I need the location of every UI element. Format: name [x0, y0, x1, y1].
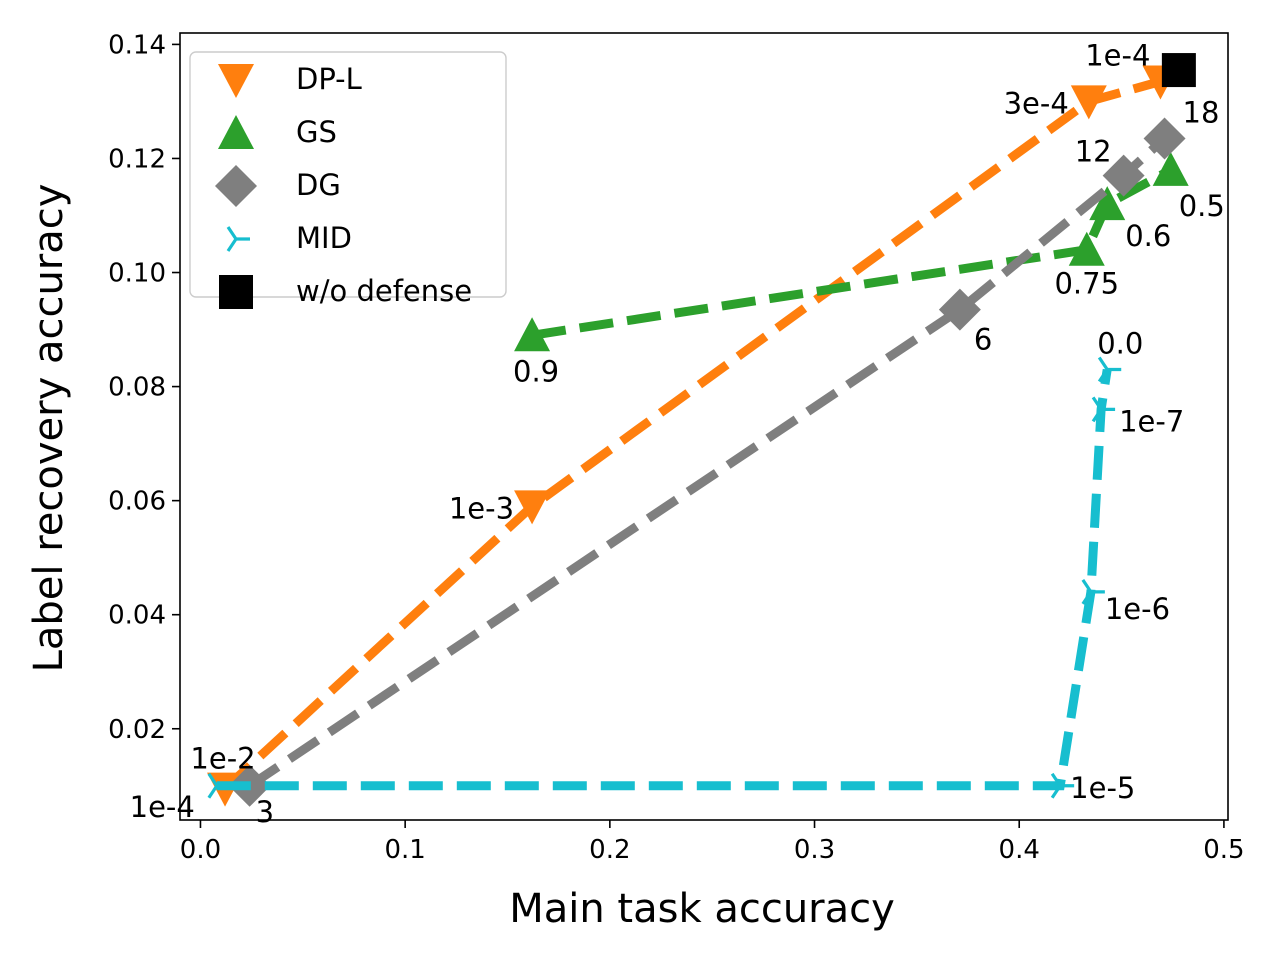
y-tick-label-0-04: 0.04 — [108, 601, 166, 631]
marker-dg-2 — [1102, 154, 1145, 197]
x-tick-label-0-3: 0.3 — [794, 835, 835, 865]
point-label-gs-0-6: 0.6 — [1125, 219, 1171, 253]
point-label-mid-0-0: 0.0 — [1097, 326, 1143, 360]
y-tick-label-0-14: 0.14 — [108, 30, 166, 60]
marker-gs-1 — [1068, 231, 1105, 266]
axis-layer: 0.0 0.1 0.2 0.3 0.4 0.50.020.040.060.080.100.… — [108, 30, 1244, 865]
x-tick-label-0-0: 0.0 — [180, 835, 221, 865]
marker-mid-3 — [1091, 396, 1116, 423]
y-tick-label-0-12: 0.12 — [108, 144, 166, 174]
point-label-layer: 1e-2 1e-3 3e-4 1e-4 0.9 0.750.60.5 3 6 12 18 1e-4 1… — [130, 38, 1225, 828]
series-gs — [514, 151, 1189, 352]
x-tick-label-0-1: 0.1 — [384, 835, 425, 865]
legend-frame — [189, 51, 507, 298]
marker-gs-3 — [1152, 151, 1189, 186]
point-label-mid-1e-6: 1e-6 — [1105, 592, 1170, 626]
legend-label-mid: MID — [296, 221, 352, 255]
point-label-dg-3: 3 — [256, 795, 274, 829]
legend-markers — [215, 64, 257, 309]
marker-mid-2 — [1081, 578, 1105, 605]
point-label-dg-6: 6 — [974, 323, 992, 357]
series-layer — [207, 53, 1196, 807]
point-label-dp-l-1e-4: 1e-4 — [1085, 38, 1150, 72]
legend-label-dg: DG — [296, 168, 341, 202]
x-tick-label-0-2: 0.2 — [589, 835, 630, 865]
marker-w-o-defense-0 — [1161, 53, 1196, 88]
point-label-dg-12: 12 — [1075, 135, 1112, 169]
legend-label-gs: GS — [296, 115, 337, 149]
legend-marker-gs — [218, 115, 254, 149]
y-tick-label-0-08: 0.08 — [108, 373, 166, 403]
marker-dg-3 — [1143, 117, 1186, 160]
series-w-o-defense — [1161, 53, 1196, 88]
x-axis-title: Main task accuracy — [509, 886, 895, 932]
legend-marker-dg — [215, 165, 257, 207]
marker-dg-1 — [938, 288, 981, 331]
marker-gs-2 — [1089, 186, 1126, 221]
y-tick-label-0-02: 0.02 — [108, 715, 166, 745]
series-mid — [207, 356, 1122, 799]
legend-marker-dp-l — [218, 64, 254, 98]
point-label-mid-1e-4: 1e-4 — [130, 790, 195, 824]
legend-label-dp-l: DP-L — [296, 62, 362, 96]
point-label-gs-0-5: 0.5 — [1179, 189, 1225, 223]
x-tick-label-0-5: 0.5 — [1203, 835, 1244, 865]
y-axis-title: Label recovery accuracy — [26, 184, 72, 673]
point-label-dp-l-3e-4: 3e-4 — [1004, 86, 1069, 120]
x-tick-label-0-4: 0.4 — [999, 835, 1040, 865]
legend-marker-w-o-defense — [219, 275, 253, 309]
point-label-gs-0-9: 0.9 — [513, 354, 559, 388]
point-label-dp-l-1e-3: 1e-3 — [449, 491, 514, 525]
marker-mid-1 — [1050, 772, 1075, 799]
y-tick-label-0-06: 0.06 — [108, 487, 166, 517]
legend-label-wo-defense: w/o defense — [296, 274, 472, 308]
marker-mid-4 — [1097, 356, 1122, 383]
legend-marker-mid — [226, 226, 250, 252]
series-line-dp-l — [221, 77, 1162, 792]
marker-mid-0 — [207, 772, 231, 799]
marker-dp-l-1 — [514, 490, 551, 525]
plot-frame — [179, 32, 1229, 821]
point-label-dp-l-1e-2: 1e-2 — [190, 742, 255, 776]
legend: DP-L GS DG MID w/o defense — [189, 51, 507, 309]
series-line-gs — [531, 165, 1173, 340]
point-label-dg-18: 18 — [1183, 96, 1220, 130]
point-label-mid-1e-7: 1e-7 — [1119, 404, 1184, 438]
marker-dp-l-2 — [1070, 85, 1107, 120]
point-label-mid-1e-5: 1e-5 — [1070, 771, 1135, 805]
marker-gs-0 — [514, 317, 551, 352]
y-tick-label-0-10: 0.10 — [108, 259, 166, 289]
series-line-dg — [247, 135, 1168, 790]
point-label-gs-0-75: 0.75 — [1054, 267, 1119, 301]
